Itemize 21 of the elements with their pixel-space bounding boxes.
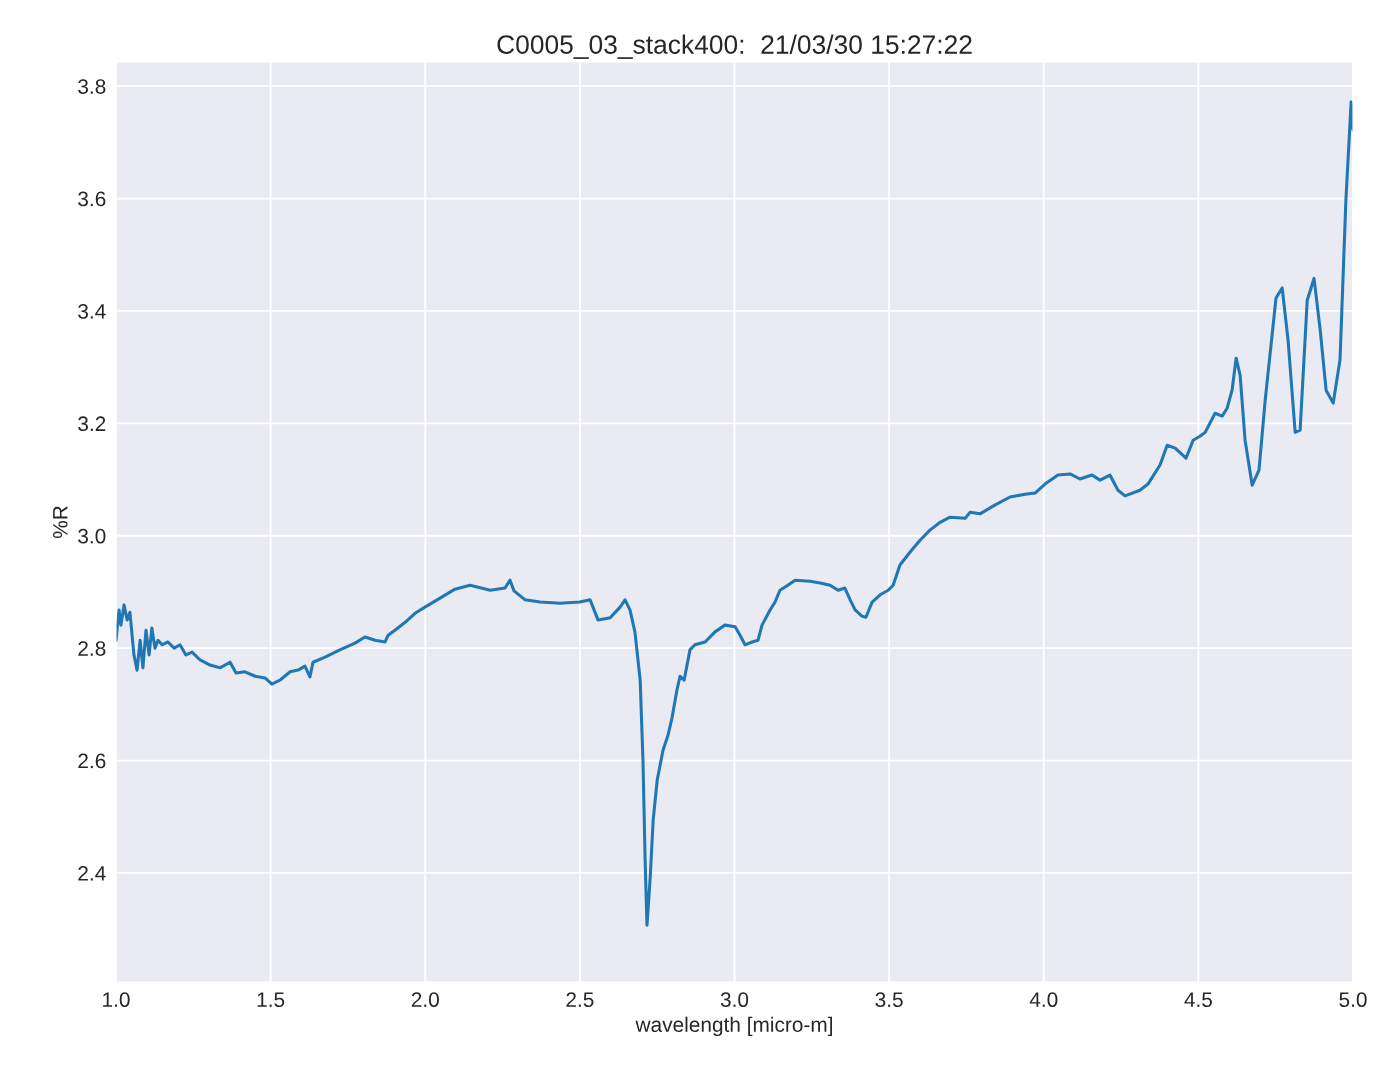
- y-axis-title: %R: [52, 506, 68, 539]
- x-axis-title: wavelength [micro-m]: [635, 1016, 833, 1037]
- y-tick-label: 3.4: [78, 303, 106, 319]
- x-tick-label: 3.5: [875, 992, 903, 1008]
- x-tick-label: 1.0: [103, 992, 130, 1008]
- x-tick-label: 4.0: [1029, 992, 1058, 1008]
- y-tick-label: 3.2: [78, 416, 106, 432]
- x-tick-label: 3.0: [720, 992, 749, 1008]
- x-tick-label: 2.5: [566, 992, 594, 1008]
- chart-title: C0005_03_stack400: 21/03/30 15:27:22: [497, 34, 972, 59]
- x-tick-label: 5.0: [1339, 992, 1367, 1008]
- y-tick-label: 2.6: [78, 753, 106, 769]
- y-tick-label: 3.0: [78, 528, 106, 544]
- y-tick-label: 2.8: [78, 641, 106, 656]
- line-series: [116, 100, 1353, 927]
- y-tick-label: 3.8: [78, 79, 106, 94]
- x-tick-label: 2.0: [411, 992, 439, 1008]
- x-tick-label: 4.5: [1184, 992, 1212, 1008]
- y-tick-label: 3.6: [78, 191, 106, 207]
- y-tick-label: 2.4: [78, 865, 106, 881]
- x-tick-label: 1.5: [257, 992, 285, 1008]
